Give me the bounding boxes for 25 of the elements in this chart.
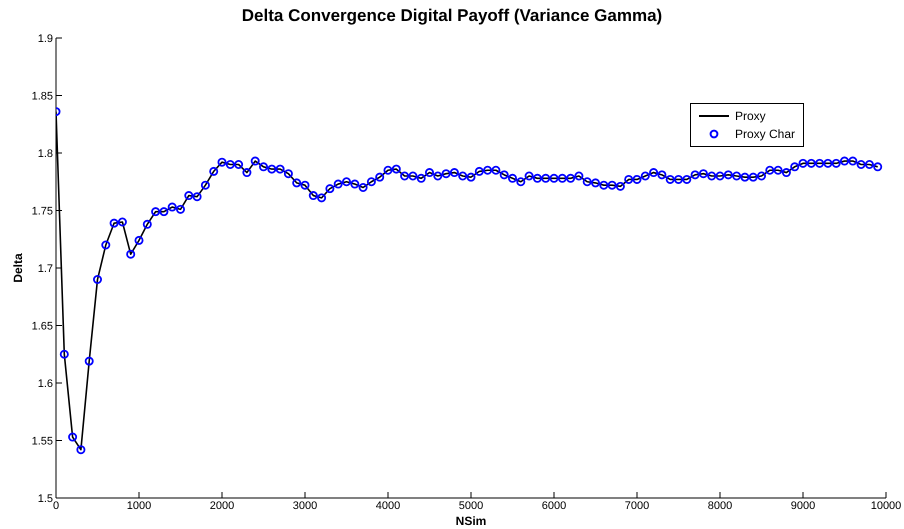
y-tick-label: 1.65 <box>32 320 53 332</box>
x-tick-label: 0 <box>52 500 60 512</box>
x-tick-label: 3000 <box>292 500 318 512</box>
legend-label: Proxy <box>734 108 766 125</box>
y-tick-label: 1.85 <box>32 90 53 102</box>
y-tick-label: 1.6 <box>38 378 53 390</box>
y-tick-label: 1.55 <box>32 435 53 448</box>
y-tick-label: 1.75 <box>32 205 53 218</box>
x-tick-label: 2000 <box>210 500 234 512</box>
x-tick-label: 10000 <box>870 500 902 512</box>
x-tick-label: 5000 <box>458 500 484 512</box>
x-tick-label: 9000 <box>790 500 816 512</box>
x-tick-label: 8000 <box>708 500 732 512</box>
y-tick-label: 1.8 <box>38 148 53 160</box>
chart-title: Delta Convergence Digital Payoff (Variance Gamma) <box>240 6 664 26</box>
y-tick-label: 1.9 <box>38 32 53 45</box>
x-tick-label: 7000 <box>624 500 650 512</box>
x-tick-label: 1000 <box>126 500 152 512</box>
y-tick-label: 1.7 <box>38 262 53 275</box>
y-axis-title: Delta <box>11 253 25 283</box>
x-axis-title: NSim <box>454 514 488 528</box>
legend-label: Proxy Char <box>734 126 795 143</box>
x-tick-label: 4000 <box>376 500 400 512</box>
x-tick-label: 6000 <box>542 500 566 512</box>
y-tick-label: 1.5 <box>38 492 53 505</box>
